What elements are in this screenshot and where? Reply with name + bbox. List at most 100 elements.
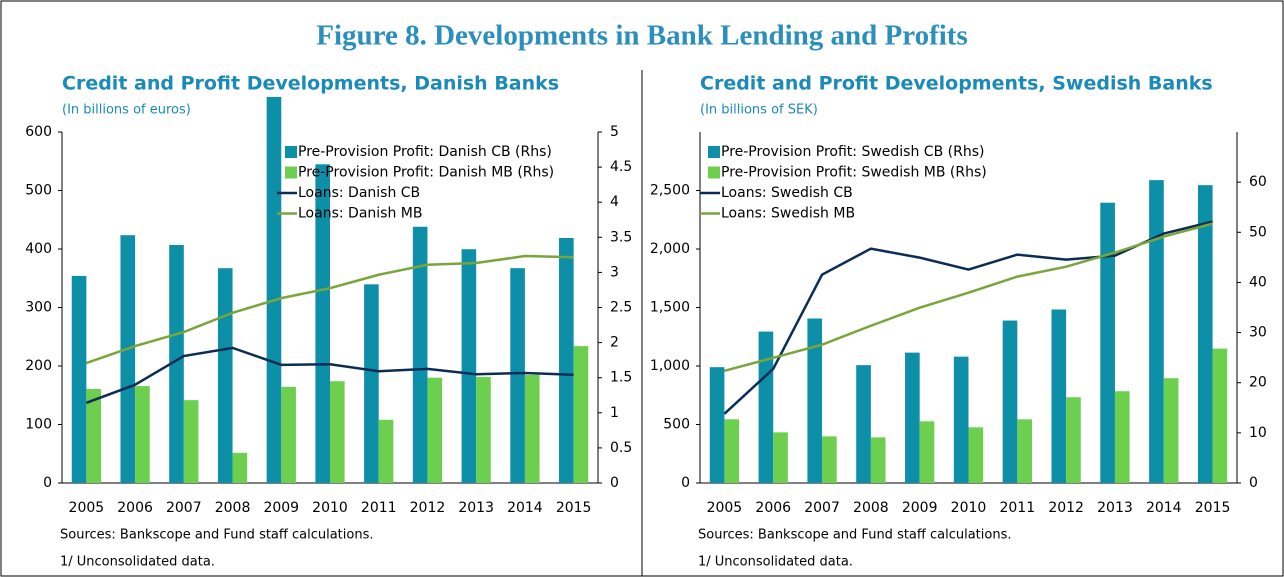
x-tick-label: 2014 (1146, 500, 1182, 516)
x-tick-label: 2013 (458, 500, 494, 516)
figure-title: Figure 8. Developments in Bank Lending a… (316, 20, 968, 52)
legend-label: Loans: Danish CB (298, 185, 420, 201)
y-tick-label: 500 (25, 183, 52, 199)
bar (183, 400, 199, 483)
footnote: 1/ Unconsolidated data. (698, 555, 853, 570)
y-tick-label: 200 (25, 358, 52, 374)
legend-label: Pre-Provision Profit: Danish MB (Rhs) (298, 165, 554, 181)
footnote: 1/ Unconsolidated data. (60, 555, 215, 570)
bar (1051, 309, 1067, 483)
y2-tick-label: 3.5 (610, 229, 632, 245)
bar (476, 376, 491, 483)
y2-tick-label: 0 (610, 475, 619, 491)
bar (968, 427, 984, 483)
x-tick-label: 2011 (999, 500, 1035, 516)
bar (758, 331, 774, 483)
line-series (85, 346, 574, 405)
x-tick-label: 2010 (951, 500, 987, 516)
bar (709, 367, 725, 483)
bar (86, 388, 101, 483)
bar (1114, 391, 1130, 483)
x-tick-label: 2008 (215, 500, 251, 516)
x-tick-label: 2009 (263, 500, 299, 516)
y2-tick-label: 3 (610, 264, 619, 280)
y-tick-label: 300 (25, 300, 52, 316)
bar (169, 245, 184, 483)
legend-label: Pre-Provision Profit: Swedish CB (Rhs) (721, 144, 984, 160)
legend-swatch (285, 146, 297, 158)
bar (573, 346, 589, 483)
bar (232, 452, 248, 483)
bar (378, 419, 394, 483)
chart-subtitle: (In billions of SEK) (700, 103, 818, 118)
bar (1149, 180, 1164, 483)
bar (724, 419, 740, 483)
y2-tick-label: 2 (610, 335, 619, 351)
bar (427, 377, 443, 483)
x-tick-label: 2006 (117, 500, 153, 516)
x-tick-label: 2006 (755, 500, 791, 516)
x-tick-label: 2012 (1048, 500, 1084, 516)
chart-title: Credit and Profit Developments, Swedish … (700, 73, 1213, 95)
bar (1002, 320, 1018, 483)
y-tick-label: 1,000 (650, 358, 690, 374)
chart-subtitle: (In billions of euros) (62, 103, 191, 118)
x-tick-label: 2015 (556, 500, 592, 516)
legend-label: Loans: Swedish CB (721, 185, 853, 201)
y-tick-label: 0 (43, 475, 52, 491)
bar (524, 374, 540, 483)
bar (217, 268, 233, 483)
bar (807, 318, 823, 483)
legend-swatch (708, 166, 720, 179)
bar (856, 365, 871, 483)
y-tick-label: 600 (25, 124, 52, 140)
chart-title: Credit and Profit Developments, Danish B… (62, 73, 559, 95)
bar (266, 96, 282, 484)
bar (1066, 397, 1081, 483)
bar (330, 381, 345, 483)
y2-tick-label: 4.5 (610, 159, 632, 175)
bar (510, 268, 525, 483)
legend-swatch (285, 166, 297, 179)
x-tick-label: 2013 (1097, 500, 1133, 516)
legend-label: Loans: Swedish MB (721, 206, 855, 222)
x-tick-label: 2009 (902, 500, 938, 516)
bar (135, 386, 150, 483)
y-tick-label: 100 (25, 417, 52, 433)
bar (1212, 348, 1228, 483)
bar (1100, 202, 1115, 484)
legend-label: Pre-Provision Profit: Swedish MB (Rhs) (721, 165, 987, 181)
legend-label: Loans: Danish MB (298, 206, 422, 222)
y2-tick-label: 20 (1249, 375, 1267, 391)
y-tick-label: 2,500 (650, 183, 690, 199)
bar (953, 356, 969, 483)
bar (461, 249, 477, 483)
y2-tick-label: 50 (1249, 224, 1267, 240)
bar (1163, 378, 1179, 483)
bar (559, 238, 574, 483)
bar (364, 284, 379, 483)
y2-tick-label: 0 (1249, 475, 1258, 491)
x-tick-label: 2012 (410, 500, 446, 516)
y2-tick-label: 10 (1249, 425, 1267, 441)
bar (905, 352, 920, 483)
y2-tick-label: 1 (610, 405, 619, 421)
x-tick-label: 2008 (853, 500, 889, 516)
y2-tick-label: 0.5 (610, 440, 632, 456)
x-tick-label: 2007 (804, 500, 840, 516)
bar (71, 275, 87, 483)
y-tick-label: 1,500 (650, 300, 690, 316)
bar (1197, 185, 1213, 483)
bar (870, 437, 886, 483)
y-tick-label: 2,000 (650, 241, 690, 257)
source-note: Sources: Bankscope and Fund staff calcul… (698, 528, 1012, 543)
bar (919, 421, 935, 483)
y2-tick-label: 1.5 (610, 370, 632, 386)
bar (315, 164, 330, 484)
x-tick-label: 2015 (1195, 500, 1231, 516)
legend-swatch (708, 146, 720, 158)
y2-tick-label: 5 (610, 124, 619, 140)
y2-tick-label: 4 (610, 194, 619, 210)
line-series (724, 222, 1213, 373)
